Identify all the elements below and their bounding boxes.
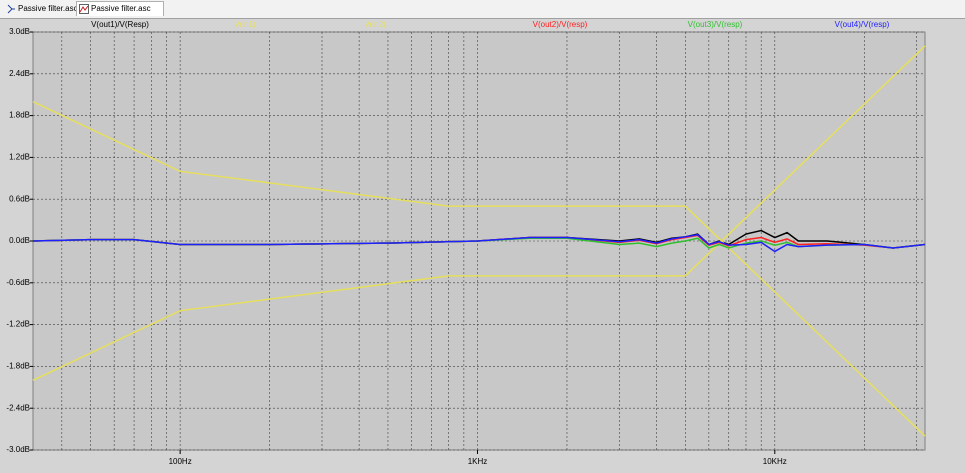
legend-label: V(out3)/V(resp) <box>688 20 743 29</box>
x-tick-label: 10KHz <box>763 457 787 466</box>
y-tick-label: 0.6dB <box>9 194 30 203</box>
tab[interactable]: Passive filter.asc <box>76 1 164 16</box>
y-tick-label: -2.4dB <box>6 403 30 412</box>
legend-label: V(out2)/V(resp) <box>533 20 588 29</box>
y-tick-label: 0.0dB <box>9 236 30 245</box>
chart: 3.0dB 2.4dB 1.8dB 1.2dB 0.6dB 0.0dB -0.6dB -1.2… <box>6 20 926 466</box>
y-tick-label: -3.0dB <box>6 445 30 454</box>
legend-label: V(out4)/V(resp) <box>835 20 890 29</box>
tab-label: Passive filter.asc <box>91 4 151 13</box>
tab-bar: Passive filter.asc Passive filter.asc <box>0 0 965 19</box>
series-line <box>32 45 926 382</box>
legend-label: V(out1)/V(Resp) <box>91 20 149 29</box>
tab[interactable]: Passive filter.asc <box>4 2 86 16</box>
plot-icon <box>79 4 89 14</box>
schematic-icon <box>7 4 15 14</box>
series-line <box>32 233 926 253</box>
y-tick-label: -1.8dB <box>6 362 30 371</box>
legend-label: V(in2) <box>364 20 386 29</box>
y-tick-label: 3.0dB <box>9 27 30 36</box>
y-tick-label: 1.8dB <box>9 111 30 120</box>
tab-label: Passive filter.asc <box>18 4 78 13</box>
y-tick-label: 2.4dB <box>9 69 30 78</box>
x-tick-label: 100Hz <box>169 457 192 466</box>
x-tick-label: 1KHz <box>468 457 488 466</box>
y-tick-label: 1.2dB <box>9 153 30 162</box>
y-tick-label: -0.6dB <box>6 278 30 287</box>
legend-label: V(in1) <box>234 20 256 29</box>
y-tick-label: -1.2dB <box>6 320 30 329</box>
series-line <box>32 100 926 437</box>
